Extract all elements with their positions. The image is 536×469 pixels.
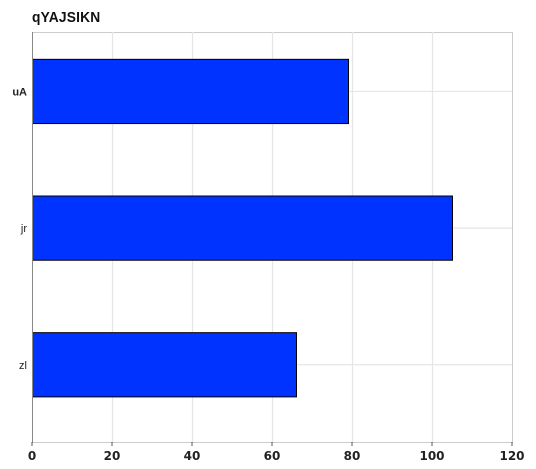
x-tick-labels: 0 20 40 60 80 100 120	[28, 442, 525, 463]
bar-jr	[32, 195, 453, 261]
x-tick-label: 0	[28, 449, 36, 463]
bars	[32, 58, 453, 398]
bar-zl	[32, 332, 297, 398]
y-tick-labels: uA jr zl	[12, 86, 27, 371]
x-tick-label: 80	[344, 449, 361, 463]
y-tick-label: zl	[19, 360, 27, 372]
x-tick-label: 120	[499, 449, 524, 463]
x-tick-label: 40	[184, 449, 201, 463]
chart-title: qYAJSIKN	[32, 9, 101, 26]
y-tick-label: uA	[12, 86, 27, 98]
y-tick-label: jr	[20, 223, 27, 235]
x-tick-label: 20	[104, 449, 121, 463]
x-tick-label: 100	[419, 449, 444, 463]
bar-uA	[32, 58, 349, 125]
x-tick-label: 60	[264, 449, 281, 463]
